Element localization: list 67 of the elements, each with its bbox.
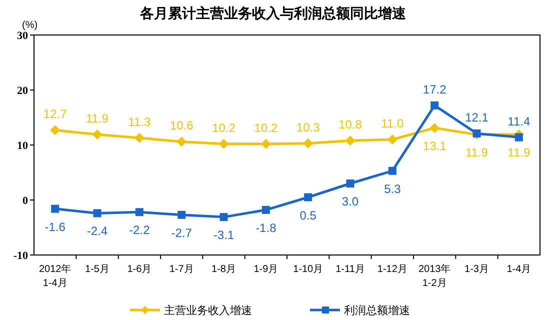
point — [135, 208, 144, 216]
point — [92, 130, 102, 140]
data-label: 11.3 — [128, 114, 151, 129]
data-label: 0.5 — [300, 208, 317, 222]
point — [472, 129, 481, 138]
point — [346, 180, 354, 188]
legend-label: 利润总额增速 — [344, 304, 410, 317]
y-axis-title: (%) — [22, 20, 38, 31]
y-tick-label: 20 — [17, 85, 28, 97]
point — [430, 101, 439, 110]
data-label: 11.9 — [86, 112, 109, 126]
x-tick-label: 1-7月 — [169, 264, 194, 275]
x-tick-label: 1-11月 — [336, 264, 365, 275]
point — [430, 122, 440, 133]
point — [51, 204, 60, 213]
data-label: 10.6 — [170, 118, 194, 133]
data-label: 11.9 — [508, 146, 530, 160]
data-label: 11.0 — [381, 116, 404, 130]
point — [218, 138, 229, 149]
data-label: 11.4 — [508, 114, 530, 128]
data-label: 5.3 — [384, 182, 402, 196]
y-tick-label: 10 — [17, 140, 28, 152]
x-tick-label: 1-8月 — [212, 264, 236, 275]
data-label: -1.6 — [44, 220, 66, 234]
y-tick-label: -10 — [13, 250, 28, 262]
chart-title: 各月累计主营业务收入与利润总额同比增速 — [139, 5, 407, 21]
data-label: 13.1 — [422, 138, 447, 153]
point — [345, 136, 356, 146]
data-label: -3.1 — [213, 228, 234, 242]
point — [387, 134, 398, 144]
data-label: 10.2 — [254, 120, 278, 135]
point — [178, 210, 186, 219]
data-label: 3.0 — [342, 194, 359, 208]
x-tick-label: 1-6月 — [127, 264, 152, 275]
y-tick-label: 30 — [17, 30, 28, 42]
x-tick-label: 1-9月 — [254, 264, 278, 275]
data-label: 10.2 — [212, 120, 236, 135]
data-label: 10.8 — [338, 118, 362, 132]
point — [304, 193, 312, 202]
x-tick-label: 1-5月 — [85, 264, 110, 275]
x-tick-label: 1-4月 — [506, 264, 532, 275]
data-label: 10.3 — [296, 120, 320, 134]
data-label: -2.4 — [86, 224, 108, 238]
point — [260, 138, 271, 149]
point — [262, 206, 270, 214]
data-label: 12.7 — [43, 107, 68, 122]
point — [50, 125, 60, 136]
data-label: 17.2 — [422, 82, 447, 96]
point — [303, 138, 314, 148]
data-label: -1.8 — [256, 220, 277, 235]
point — [220, 213, 228, 222]
point — [176, 136, 187, 147]
y-tick-label: 0 — [22, 195, 28, 207]
point — [388, 166, 396, 175]
data-label: -2.7 — [171, 226, 192, 240]
point — [514, 133, 523, 142]
x-tick-label: 1-12月 — [377, 264, 408, 275]
point — [134, 132, 144, 143]
data-label: 11.9 — [466, 146, 488, 160]
x-tick-label: 1-3月 — [464, 264, 489, 275]
data-label: -2.2 — [129, 223, 150, 238]
x-tick-label: 1-10月 — [293, 264, 324, 275]
x-tick-label: 2013年 1-2月 — [418, 263, 451, 289]
legend-label: 主营业务收入增速 — [164, 304, 252, 317]
x-tick-label: 2012年 1-4月 — [38, 263, 72, 289]
point — [93, 209, 102, 218]
data-label: 12.1 — [465, 110, 489, 124]
